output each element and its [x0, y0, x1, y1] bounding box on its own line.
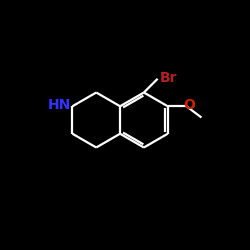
Text: Br: Br: [160, 70, 177, 85]
Text: HN: HN: [48, 98, 71, 112]
Text: O: O: [184, 98, 196, 112]
